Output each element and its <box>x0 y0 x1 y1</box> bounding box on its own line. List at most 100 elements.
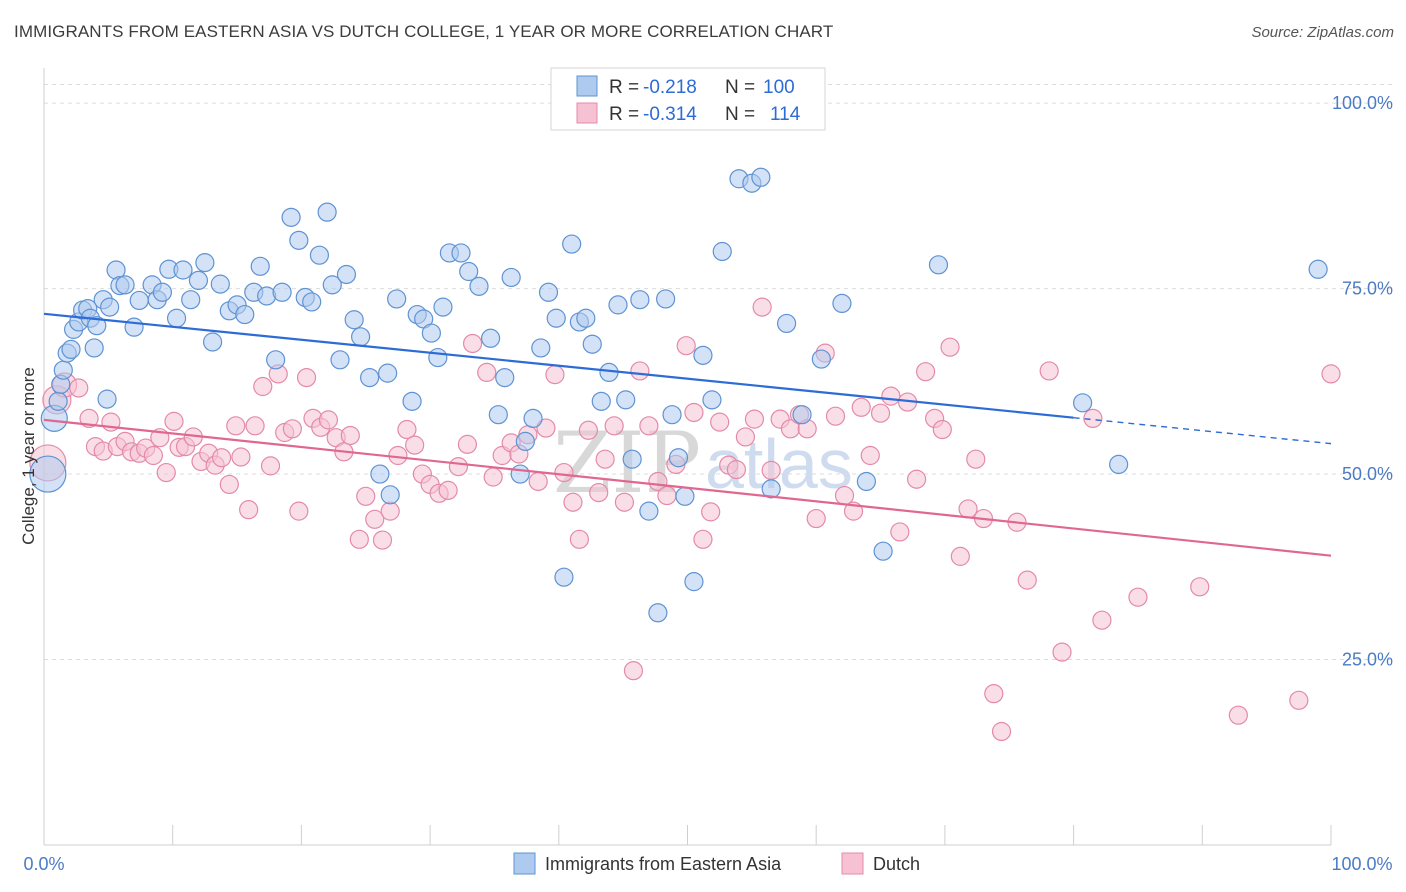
eastern-asia-point-78 <box>562 234 582 254</box>
dutch-point-101 <box>860 445 880 466</box>
dutch-point-3 <box>69 378 89 398</box>
eastern-asia-point-57 <box>402 391 422 411</box>
eastern-asia-point-51 <box>351 327 371 347</box>
eastern-asia-point-54 <box>378 363 398 383</box>
dutch-point-89 <box>752 297 772 317</box>
eastern-asia-point-24 <box>152 282 173 302</box>
eastern-asia-point-85 <box>616 390 636 410</box>
eastern-asia-point-39 <box>266 350 286 370</box>
eastern-asia-point-105 <box>832 293 852 314</box>
dutch-point-102 <box>870 403 891 423</box>
dutch-point-115 <box>984 684 1004 704</box>
dutch-point-113 <box>966 449 986 469</box>
eastern-asia-point-101 <box>761 479 781 499</box>
eastern-asia-point-66 <box>469 276 489 296</box>
legend-r-value-blue: -0.218 <box>643 77 697 98</box>
series-legend: Immigrants from Eastern Asia Dutch <box>513 852 920 875</box>
dutch-point-69 <box>578 420 599 440</box>
eastern-asia-point-56 <box>387 289 407 309</box>
dutch-point-109 <box>932 419 952 440</box>
dutch-point-38 <box>318 410 339 430</box>
dutch-point-53 <box>438 480 458 500</box>
eastern-asia-point-68 <box>488 405 508 425</box>
dutch-point-63 <box>528 471 548 492</box>
series-swatch-dutch <box>841 852 864 875</box>
eastern-asia-point-94 <box>684 572 704 592</box>
eastern-asia-point-73 <box>523 408 543 429</box>
dutch-point-42 <box>349 529 369 549</box>
dutch-point-116 <box>991 721 1012 742</box>
eastern-asia-point-106 <box>856 471 876 492</box>
eastern-asia-point-61 <box>428 347 448 368</box>
dutch-point-82 <box>693 529 713 549</box>
series-swatch-eastern-asia <box>513 852 536 875</box>
trend-lines <box>43 312 1332 557</box>
dutch-point-123 <box>1128 587 1148 607</box>
eastern-asia-point-67 <box>480 328 501 348</box>
dutch-point-44 <box>365 509 385 529</box>
dutch-point-80 <box>676 336 696 356</box>
dutch-point-16 <box>164 411 184 431</box>
y-tick-label-50: 50.0% <box>1342 464 1393 484</box>
gridlines <box>44 84 1395 661</box>
eastern-asia-point-4 <box>53 360 73 380</box>
dutch-point-70 <box>589 482 609 503</box>
eastern-asia-point-70 <box>501 267 521 288</box>
legend-n-label-pink: N = <box>725 104 755 125</box>
eastern-asia-point-89 <box>648 603 668 623</box>
eastern-asia-point-95 <box>693 345 713 365</box>
dutch-point-121 <box>1083 408 1103 429</box>
eastern-asia-point-52 <box>360 368 380 388</box>
eastern-asia-trend-line <box>43 312 1074 419</box>
dutch-point-118 <box>1017 570 1037 590</box>
dutch-point-104 <box>890 522 910 542</box>
chart-title: IMMIGRANTS FROM EASTERN ASIA VS DUTCH CO… <box>14 22 834 41</box>
dutch-point-126 <box>1289 690 1309 710</box>
dutch-point-54 <box>448 457 469 477</box>
dutch-point-48 <box>397 419 417 440</box>
eastern-asia-point-81 <box>582 334 602 354</box>
dutch-point-103 <box>881 386 901 406</box>
dutch-trend-line <box>43 418 1332 557</box>
eastern-asia-point-80 <box>576 308 596 328</box>
dutch-point-4 <box>79 408 99 429</box>
dutch-point-95 <box>806 508 826 529</box>
eastern-asia-point-14 <box>97 389 117 409</box>
eastern-asia-point-48 <box>330 350 350 370</box>
eastern-asia-point-104 <box>811 349 831 369</box>
dutch-point-74 <box>623 661 644 681</box>
eastern-asia-point-96 <box>702 390 722 410</box>
eastern-asia-point-87 <box>630 290 650 310</box>
eastern-asia-point-26 <box>166 308 187 328</box>
eastern-asia-point-91 <box>662 405 682 425</box>
eastern-asia-trend-extension <box>1073 416 1332 445</box>
eastern-asia-point-42 <box>289 230 309 250</box>
eastern-asia-point-47 <box>322 275 342 295</box>
y-tick-label-75: 75.0% <box>1342 279 1393 299</box>
dutch-point-56 <box>462 333 483 354</box>
eastern-asia-point-31 <box>202 332 223 352</box>
x-ticks <box>43 825 1332 845</box>
dutch-point-33 <box>282 419 302 439</box>
legend-swatch-blue <box>576 75 598 97</box>
dutch-point-68 <box>569 529 589 549</box>
eastern-asia-point-97 <box>712 241 732 262</box>
dutch-point-45 <box>372 530 393 550</box>
dutch-point-127 <box>1321 364 1341 384</box>
eastern-asia-point-82 <box>591 391 611 411</box>
x-tick-label-0: 0.0% <box>23 854 64 874</box>
dutch-point-98 <box>834 485 855 506</box>
dutch-point-24 <box>219 474 239 495</box>
series-label-eastern-asia: Immigrants from Eastern Asia <box>545 854 782 874</box>
dutch-point-88 <box>744 409 765 429</box>
eastern-asia-point-21 <box>129 290 149 311</box>
dutch-point-97 <box>825 406 846 426</box>
eastern-asia-point-69 <box>495 368 515 388</box>
eastern-asia-point-13 <box>87 316 107 336</box>
source-credit: Source: ZipAtlas.com <box>1251 24 1394 41</box>
eastern-asia-point-29 <box>188 270 209 291</box>
legend-r-value-pink: -0.314 <box>643 104 697 125</box>
dutch-point-106 <box>906 469 927 489</box>
eastern-asia-point-20 <box>124 317 144 337</box>
eastern-asia-point-62 <box>433 297 453 317</box>
